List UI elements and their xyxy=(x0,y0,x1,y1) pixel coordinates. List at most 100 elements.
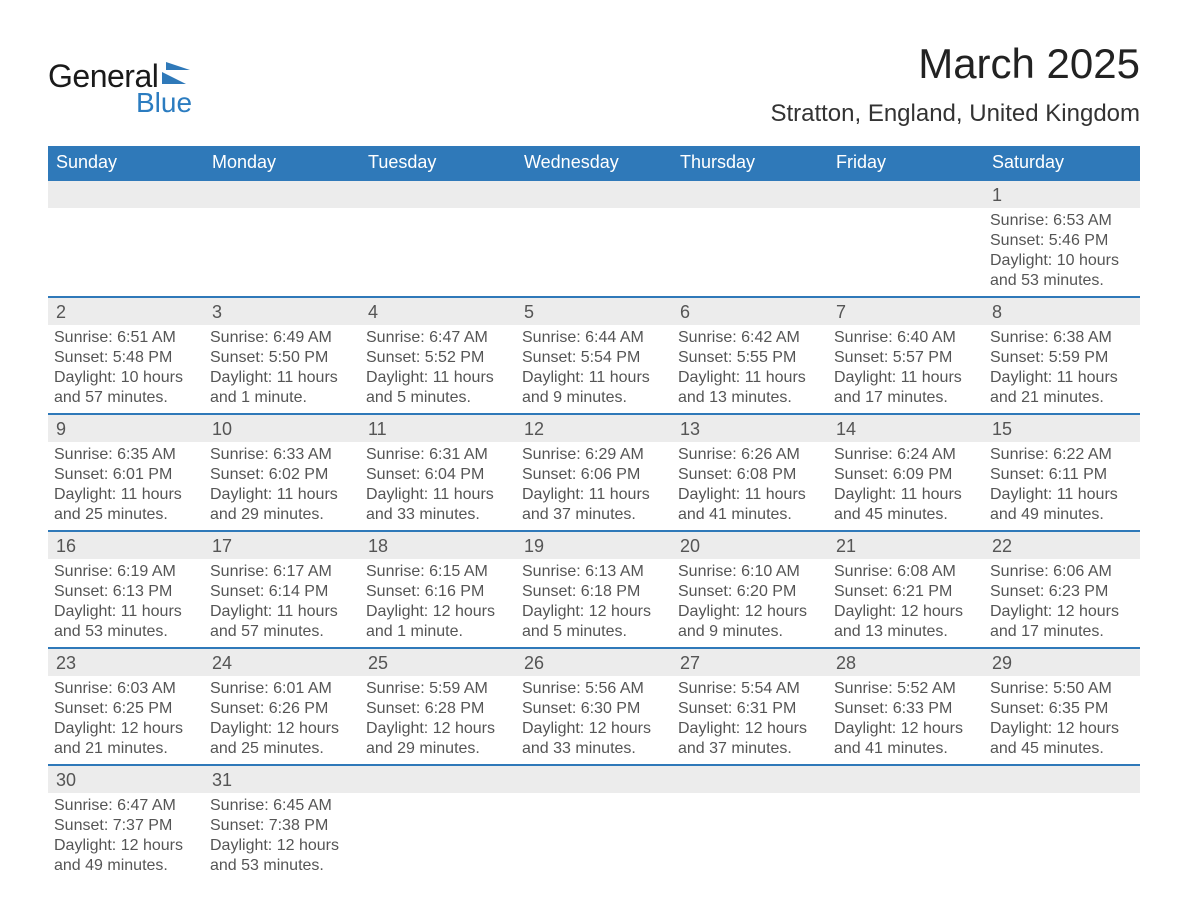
day-detail-cell: Sunrise: 6:26 AMSunset: 6:08 PMDaylight:… xyxy=(672,442,828,531)
sunrise-line: Sunrise: 5:54 AM xyxy=(678,679,820,699)
day-number-cell: 25 xyxy=(360,648,516,676)
sunset-line: Sunset: 6:09 PM xyxy=(834,465,976,485)
day-number-cell: 10 xyxy=(204,414,360,442)
daylight-line: Daylight: 10 hours and 57 minutes. xyxy=(54,368,196,408)
logo-text-blue: Blue xyxy=(136,87,196,119)
sunset-line: Sunset: 6:23 PM xyxy=(990,582,1132,602)
day-number-cell: 1 xyxy=(984,180,1140,208)
sunset-line: Sunset: 6:28 PM xyxy=(366,699,508,719)
sunrise-line: Sunrise: 5:52 AM xyxy=(834,679,976,699)
day-detail-cell: Sunrise: 6:51 AMSunset: 5:48 PMDaylight:… xyxy=(48,325,204,414)
day-number-cell: 21 xyxy=(828,531,984,559)
sunrise-line: Sunrise: 6:38 AM xyxy=(990,328,1132,348)
day-number-cell: 24 xyxy=(204,648,360,676)
day-detail-cell: Sunrise: 6:13 AMSunset: 6:18 PMDaylight:… xyxy=(516,559,672,648)
calendar-table: Sunday Monday Tuesday Wednesday Thursday… xyxy=(48,146,1140,881)
day-detail-cell: Sunrise: 6:15 AMSunset: 6:16 PMDaylight:… xyxy=(360,559,516,648)
sunset-line: Sunset: 6:30 PM xyxy=(522,699,664,719)
sunset-line: Sunset: 5:48 PM xyxy=(54,348,196,368)
sunrise-line: Sunrise: 6:49 AM xyxy=(210,328,352,348)
sunrise-line: Sunrise: 5:50 AM xyxy=(990,679,1132,699)
daynum-row: 9101112131415 xyxy=(48,414,1140,442)
sunrise-line: Sunrise: 5:56 AM xyxy=(522,679,664,699)
detail-row: Sunrise: 6:47 AMSunset: 7:37 PM Daylight:… xyxy=(48,793,1140,881)
sunrise-line: Sunrise: 5:59 AM xyxy=(366,679,508,699)
daylight-line: Daylight: 11 hours and 41 minutes. xyxy=(678,485,820,525)
day-number-cell xyxy=(828,180,984,208)
daylight-line: Daylight: 11 hours and 5 minutes. xyxy=(366,368,508,408)
location: Stratton, England, United Kingdom xyxy=(770,100,1140,128)
sunset-line: Sunset: 7:37 PM xyxy=(54,816,196,836)
daylight-line: Daylight: 12 hours and 33 minutes. xyxy=(522,719,664,759)
sunrise-line: Sunrise: 6:53 AM xyxy=(990,211,1132,231)
day-detail-cell: Sunrise: 5:52 AMSunset: 6:33 PMDaylight:… xyxy=(828,676,984,765)
day-number-cell: 27 xyxy=(672,648,828,676)
daylight-line: Daylight: 12 hours and 37 minutes. xyxy=(678,719,820,759)
sunrise-line: Sunrise: 6:47 AM xyxy=(366,328,508,348)
daynum-row: 3031 xyxy=(48,765,1140,793)
logo-shape-icon xyxy=(162,62,196,89)
sunrise-line: Sunrise: 6:08 AM xyxy=(834,562,976,582)
daylight-line: Daylight: 12 hours and 53 minutes. xyxy=(210,836,352,876)
sunset-line: Sunset: 6:35 PM xyxy=(990,699,1132,719)
day-detail-cell: Sunrise: 6:01 AMSunset: 6:26 PMDaylight:… xyxy=(204,676,360,765)
day-number-cell: 31 xyxy=(204,765,360,793)
daynum-row: 1 xyxy=(48,180,1140,208)
day-detail-cell: Sunrise: 6:42 AMSunset: 5:55 PMDaylight:… xyxy=(672,325,828,414)
day-number-cell: 4 xyxy=(360,297,516,325)
day-number-cell: 3 xyxy=(204,297,360,325)
day-detail-cell: Sunrise: 6:49 AMSunset: 5:50 PMDaylight:… xyxy=(204,325,360,414)
sunrise-line: Sunrise: 6:24 AM xyxy=(834,445,976,465)
day-number-cell: 28 xyxy=(828,648,984,676)
day-detail-cell: Sunrise: 6:38 AMSunset: 5:59 PMDaylight:… xyxy=(984,325,1140,414)
day-detail-cell: Sunrise: 6:10 AMSunset: 6:20 PMDaylight:… xyxy=(672,559,828,648)
day-number-cell: 14 xyxy=(828,414,984,442)
daylight-line: Daylight: 11 hours and 25 minutes. xyxy=(54,485,196,525)
daynum-row: 16171819202122 xyxy=(48,531,1140,559)
detail-row: Sunrise: 6:19 AMSunset: 6:13 PMDaylight:… xyxy=(48,559,1140,648)
daylight-line: Daylight: 11 hours and 53 minutes. xyxy=(54,602,196,642)
sunset-line: Sunset: 5:57 PM xyxy=(834,348,976,368)
daylight-line: Daylight: 11 hours and 13 minutes. xyxy=(678,368,820,408)
day-number-cell: 12 xyxy=(516,414,672,442)
daylight-line: Daylight: 10 hours and 53 minutes. xyxy=(990,251,1132,291)
day-detail-cell: Sunrise: 6:33 AMSunset: 6:02 PMDaylight:… xyxy=(204,442,360,531)
day-detail-cell xyxy=(204,208,360,297)
day-detail-cell: Sunrise: 5:50 AMSunset: 6:35 PMDaylight:… xyxy=(984,676,1140,765)
sunrise-line: Sunrise: 6:51 AM xyxy=(54,328,196,348)
day-number-cell: 17 xyxy=(204,531,360,559)
day-number-cell: 15 xyxy=(984,414,1140,442)
weekday-header: Thursday xyxy=(672,146,828,180)
sunset-line: Sunset: 5:50 PM xyxy=(210,348,352,368)
day-detail-cell: Sunrise: 6:47 AMSunset: 7:37 PMDaylight:… xyxy=(48,793,204,881)
sunset-line: Sunset: 6:08 PM xyxy=(678,465,820,485)
day-detail-cell xyxy=(828,793,984,881)
daylight-line: Daylight: 11 hours and 1 minute. xyxy=(210,368,352,408)
day-detail-cell: Sunrise: 5:59 AMSunset: 6:28 PMDaylight:… xyxy=(360,676,516,765)
sunset-line: Sunset: 6:16 PM xyxy=(366,582,508,602)
sunrise-line: Sunrise: 6:26 AM xyxy=(678,445,820,465)
sunrise-line: Sunrise: 6:19 AM xyxy=(54,562,196,582)
day-detail-cell: Sunrise: 6:47 AMSunset: 5:52 PMDaylight:… xyxy=(360,325,516,414)
month-title: March 2025 xyxy=(770,40,1140,88)
daylight-line: Daylight: 11 hours and 45 minutes. xyxy=(834,485,976,525)
sunset-line: Sunset: 5:52 PM xyxy=(366,348,508,368)
day-detail-cell xyxy=(672,208,828,297)
sunrise-line: Sunrise: 6:15 AM xyxy=(366,562,508,582)
sunrise-line: Sunrise: 6:03 AM xyxy=(54,679,196,699)
weekday-header: Tuesday xyxy=(360,146,516,180)
sunset-line: Sunset: 6:31 PM xyxy=(678,699,820,719)
sunset-line: Sunset: 6:14 PM xyxy=(210,582,352,602)
header: General Blue March 2025 Stratton, Englan… xyxy=(48,40,1140,140)
day-detail-cell: Sunrise: 6:44 AMSunset: 5:54 PMDaylight:… xyxy=(516,325,672,414)
day-number-cell xyxy=(672,765,828,793)
sunrise-line: Sunrise: 6:47 AM xyxy=(54,796,196,816)
sunset-line: Sunset: 6:25 PM xyxy=(54,699,196,719)
sunset-line: Sunset: 6:21 PM xyxy=(834,582,976,602)
day-number-cell: 7 xyxy=(828,297,984,325)
day-number-cell xyxy=(360,765,516,793)
sunrise-line: Sunrise: 6:44 AM xyxy=(522,328,664,348)
sunrise-line: Sunrise: 6:13 AM xyxy=(522,562,664,582)
day-number-cell: 23 xyxy=(48,648,204,676)
day-detail-cell xyxy=(48,208,204,297)
